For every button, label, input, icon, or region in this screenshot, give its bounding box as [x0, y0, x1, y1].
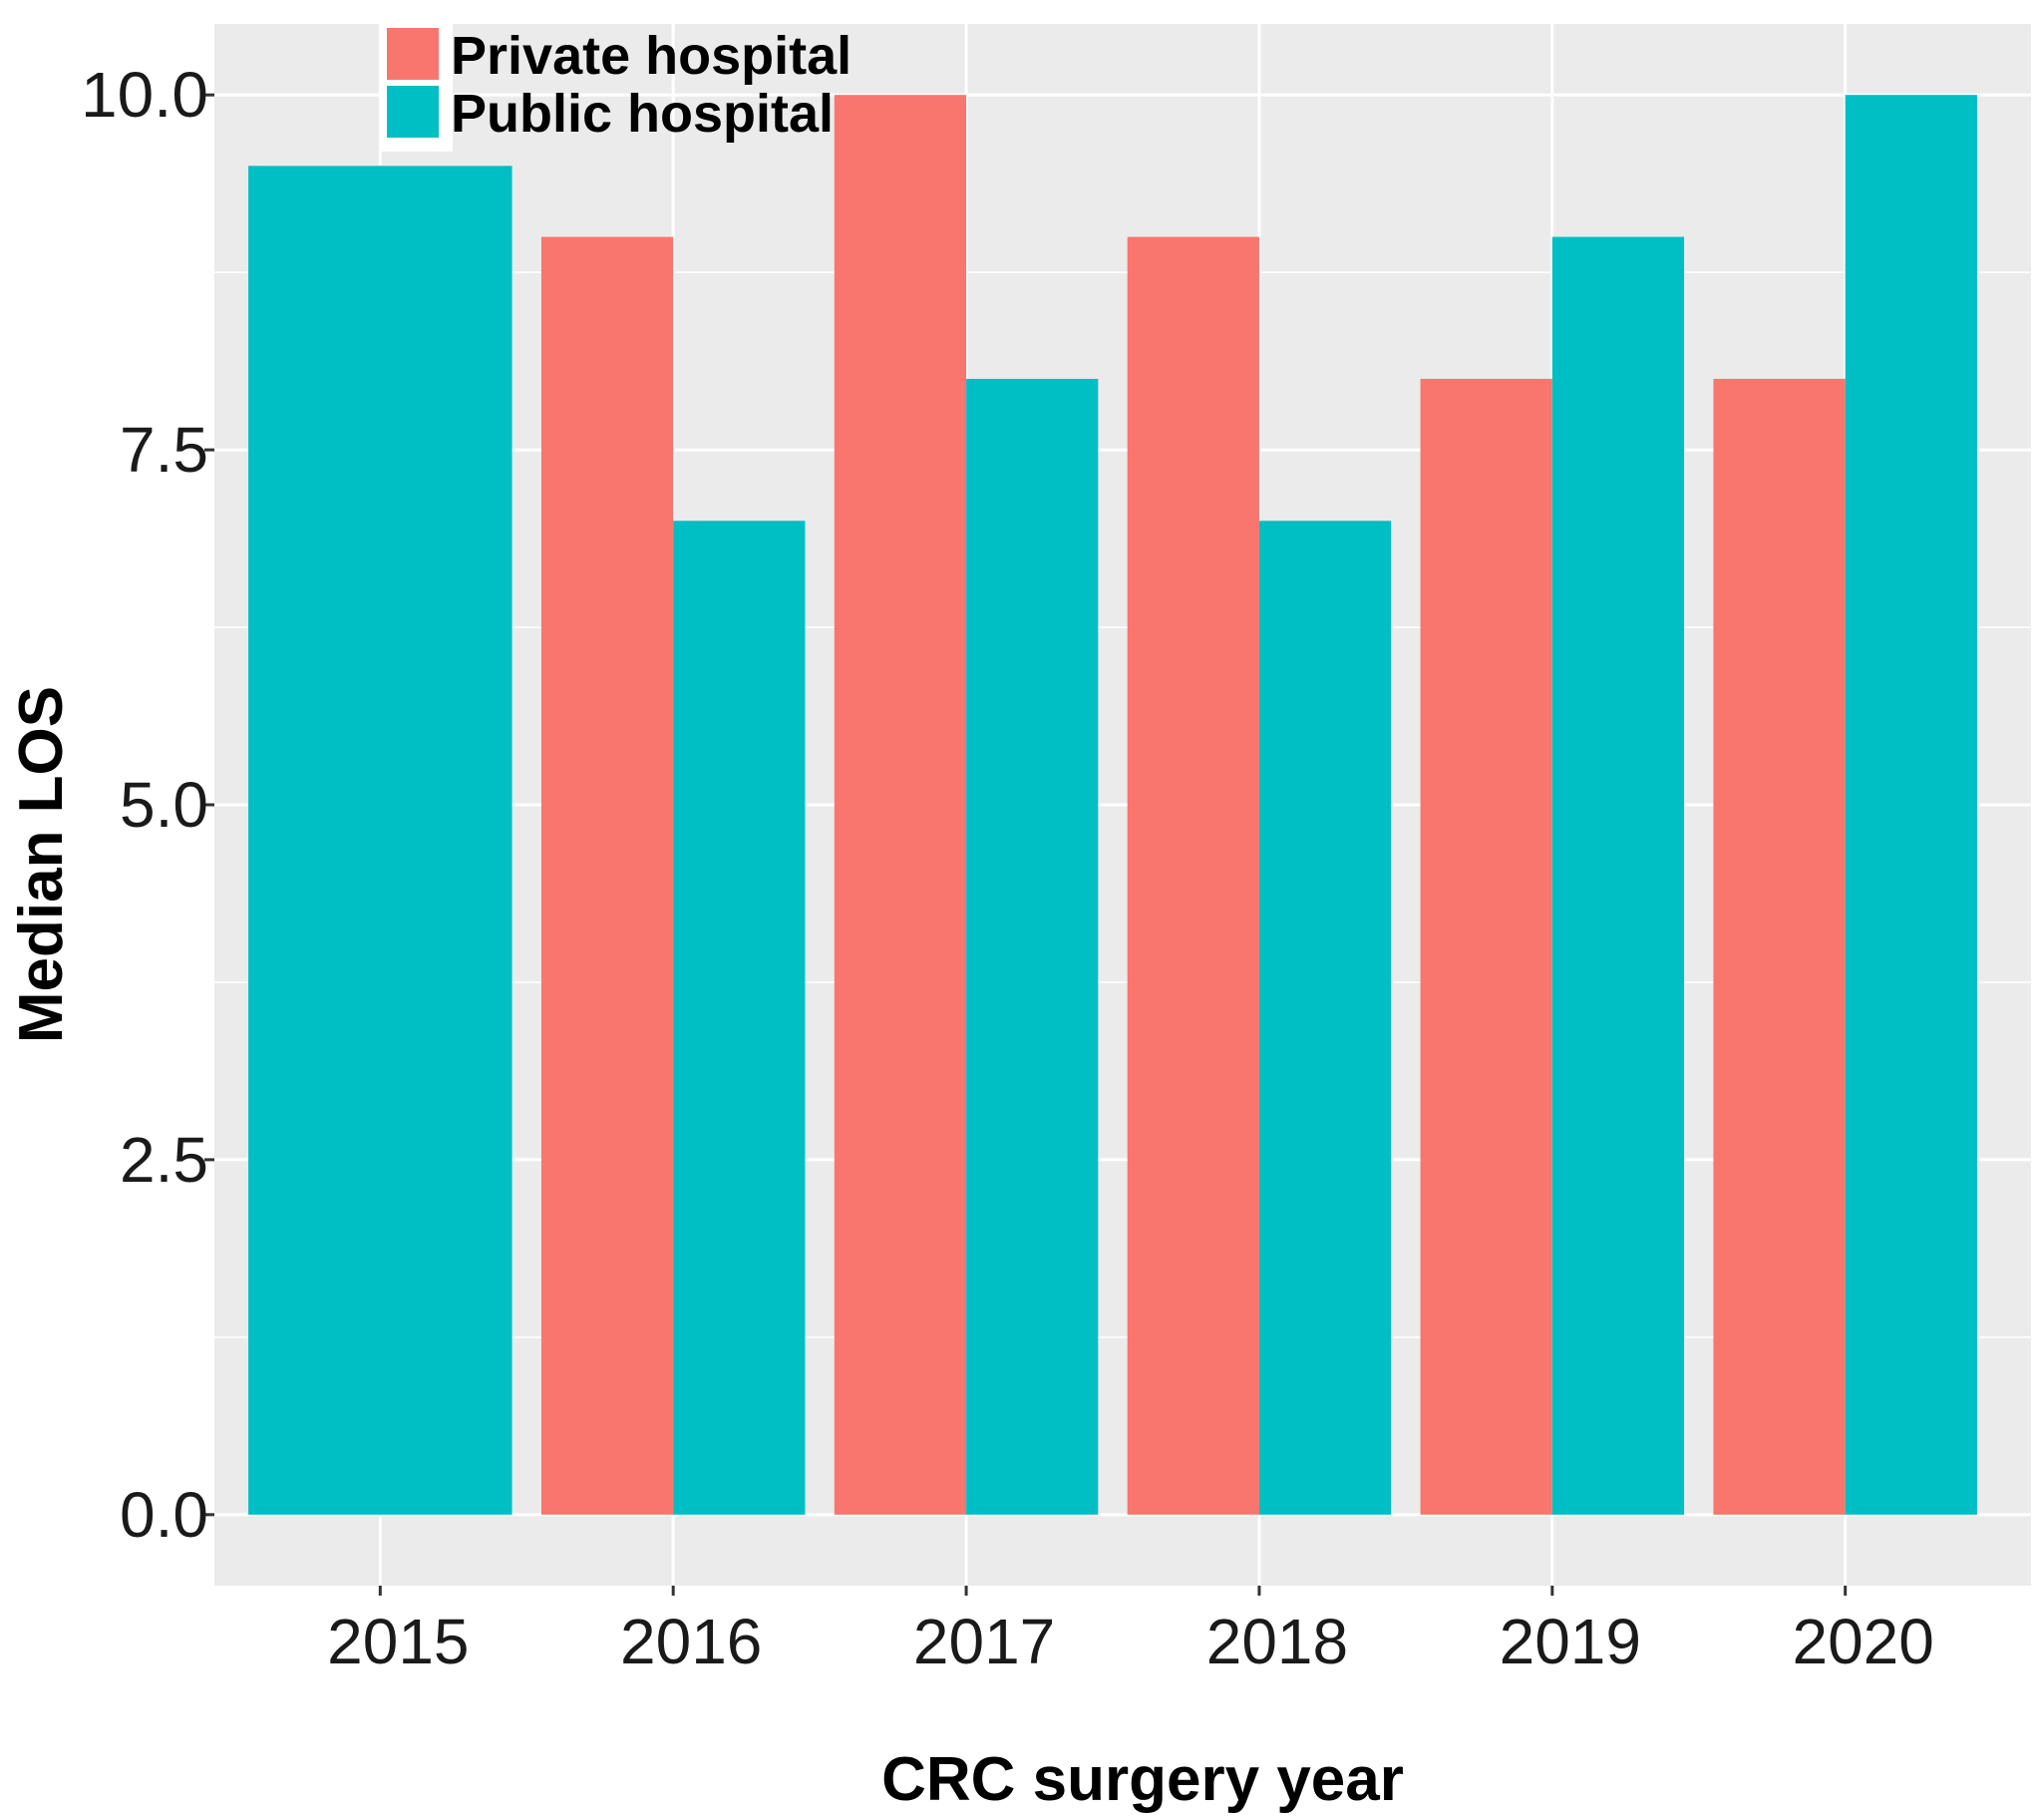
x-tick-label: 2015 [327, 1606, 469, 1677]
y-tick-label: 2.5 [120, 1124, 208, 1196]
bar-public-hospital-2018 [1258, 521, 1392, 1515]
bar-private-hospital-2017 [834, 95, 967, 1515]
x-tick-label: 2020 [1792, 1606, 1933, 1677]
legend-label-public-hospital: Public hospital [451, 84, 834, 144]
bar-public-hospital-2016 [673, 521, 806, 1515]
legend-label-private-hospital: Private hospital [451, 26, 851, 86]
legend-key-public-hospital [387, 86, 439, 138]
bar-private-hospital-2018 [1127, 236, 1259, 1515]
x-tick-label: 2019 [1500, 1606, 1641, 1677]
y-tick-label: 10.0 [81, 59, 208, 131]
bar-private-hospital-2016 [540, 236, 674, 1515]
x-tick-label: 2016 [620, 1606, 762, 1677]
bar-private-hospital-2020 [1713, 378, 1846, 1515]
y-axis-title: Median LOS [7, 686, 76, 1043]
bar-public-hospital-2019 [1551, 236, 1685, 1515]
bars [248, 95, 1977, 1515]
bar-public-hospital-2015 [248, 166, 512, 1515]
x-tick-label: 2017 [913, 1606, 1055, 1677]
x-tick-label: 2018 [1206, 1606, 1348, 1677]
bar-public-hospital-2020 [1845, 95, 1977, 1515]
y-tick-label: 7.5 [120, 414, 208, 486]
bar-public-hospital-2017 [966, 378, 1099, 1515]
legend-key-private-hospital [387, 28, 439, 80]
y-tick-label: 5.0 [120, 769, 208, 841]
axes: 0.0 2.5 5.0 7.5 10.0 2015 2016 2017 2018 2019 2020… [7, 59, 1934, 1814]
bar-private-hospital-2019 [1420, 378, 1552, 1515]
y-tick-label: 0.0 [120, 1479, 208, 1551]
x-axis-title: CRC surgery year [881, 1745, 1404, 1814]
